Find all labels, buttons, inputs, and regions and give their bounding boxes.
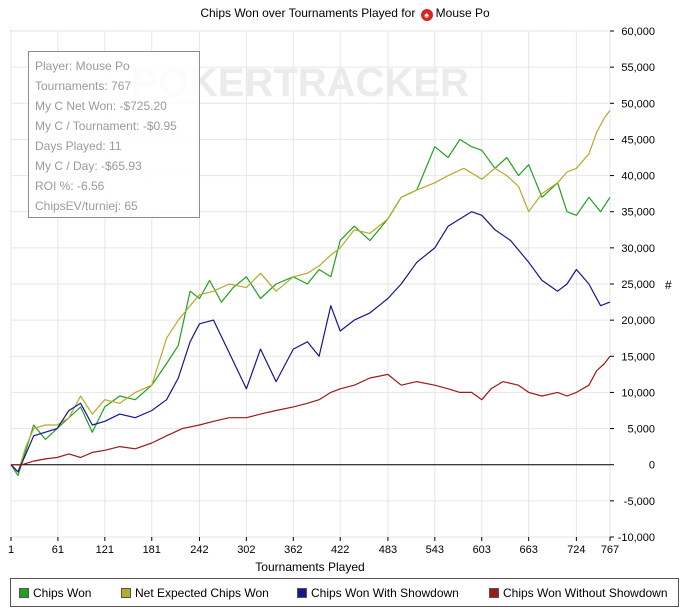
y-tick-label: 45,000 xyxy=(621,134,655,146)
x-tick-label: 362 xyxy=(284,544,302,556)
y-tick-label: 5,000 xyxy=(627,424,655,436)
x-tick-label: 302 xyxy=(237,544,255,556)
stat-player: Player: Mouse Po xyxy=(35,59,130,73)
legend-item-without-showdown[interactable]: Chips Won Without Showdown xyxy=(489,586,668,600)
legend-item-net-expected[interactable]: Net Expected Chips Won xyxy=(121,586,269,600)
x-tick-label: 603 xyxy=(473,544,491,556)
player-stats-box: Player: Mouse Po Tournaments: 767 My C N… xyxy=(28,51,200,218)
x-tick-label: 543 xyxy=(426,544,444,556)
y-tick-label: 20,000 xyxy=(621,315,655,327)
chart-title: Chips Won over Tournaments Played for ♠ M… xyxy=(0,6,690,21)
legend-label: Net Expected Chips Won xyxy=(135,586,269,600)
legend-item-with-showdown[interactable]: Chips Won With Showdown xyxy=(297,586,459,600)
x-tick-label: 483 xyxy=(379,544,397,556)
legend-label: Chips Won Without Showdown xyxy=(503,586,668,600)
y-tick-label: 50,000 xyxy=(621,98,655,110)
x-tick-label: 767 xyxy=(601,544,619,556)
stat-tournaments: Tournaments: 767 xyxy=(35,79,132,93)
x-tick-label: 181 xyxy=(143,544,161,556)
x-tick-label: 1 xyxy=(8,544,14,556)
x-tick-label: 724 xyxy=(567,544,585,556)
stat-net-won: My C Net Won: -$725.20 xyxy=(35,99,167,113)
series-line-0 xyxy=(10,138,611,477)
legend-swatch xyxy=(19,588,29,598)
y-tick-label: 0 xyxy=(649,460,655,472)
y-tick-label: -5,000 xyxy=(624,496,655,508)
series-line-3 xyxy=(11,355,611,466)
legend-swatch xyxy=(121,588,131,598)
spade-icon: ♠ xyxy=(420,9,433,21)
legend-label: Chips Won With Showdown xyxy=(311,586,459,600)
x-tick-label: 61 xyxy=(52,544,64,556)
x-tick-label: 663 xyxy=(519,544,537,556)
series-line-2 xyxy=(10,211,611,473)
stat-days-played: Days Played: 11 xyxy=(35,139,122,153)
y-tick-label: 25,000 xyxy=(621,279,655,291)
legend-item-chips-won[interactable]: Chips Won xyxy=(19,586,91,600)
stat-chipsev: ChipsEV/turniej: 65 xyxy=(35,199,138,213)
stat-per-tournament: My C / Tournament: -$0.95 xyxy=(35,119,177,133)
y-tick-label: -10,000 xyxy=(618,532,655,544)
y-axis-label: # xyxy=(665,278,672,292)
y-tick-label: 35,000 xyxy=(621,207,655,219)
y-tick-label: 60,000 xyxy=(621,26,655,38)
chart-legend: Chips Won Net Expected Chips Won Chips W… xyxy=(10,578,679,607)
chart-title-prefix: Chips Won over Tournaments Played for xyxy=(200,6,416,20)
x-axis-label: Tournaments Played xyxy=(255,560,365,574)
x-tick-label: 242 xyxy=(190,544,208,556)
series-line-1 xyxy=(10,110,611,473)
stat-roi: ROI %: -6.56 xyxy=(35,179,105,193)
chart-title-player: Mouse Po xyxy=(435,6,490,20)
legend-swatch xyxy=(489,588,499,598)
x-tick-label: 121 xyxy=(96,544,114,556)
y-tick-label: 10,000 xyxy=(621,387,655,399)
y-tick-label: 55,000 xyxy=(621,62,655,74)
x-tick-label: 422 xyxy=(331,544,349,556)
legend-swatch xyxy=(297,588,307,598)
legend-label: Chips Won xyxy=(33,586,92,600)
stat-per-day: My C / Day: -$65.93 xyxy=(35,159,142,173)
y-tick-label: 15,000 xyxy=(621,351,655,363)
y-tick-label: 40,000 xyxy=(621,171,655,183)
y-tick-label: 30,000 xyxy=(621,243,655,255)
